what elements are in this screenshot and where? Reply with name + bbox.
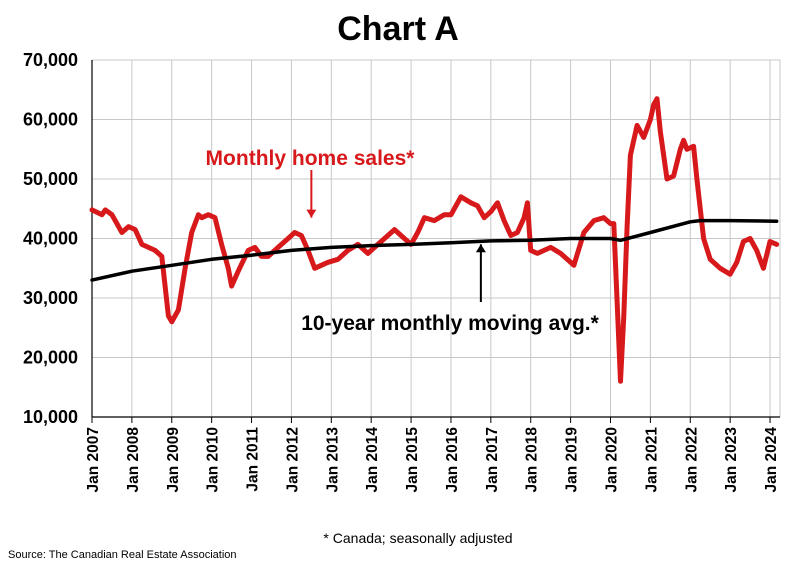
y-tick-label: 40,000 [23,229,78,249]
series-lines [89,96,780,384]
annotations: Monthly home sales* 10-year monthly movi… [206,147,600,335]
grid [91,59,781,418]
x-tick-label: Jan 2021 [643,427,660,493]
x-tick-label: Jan 2022 [683,427,700,493]
x-tick-label: Jan 2023 [723,427,740,493]
y-tick-label: 60,000 [23,110,78,130]
x-tick-label: Jan 2018 [524,427,541,493]
x-tick-label: Jan 2012 [284,427,301,493]
source-note: Source: The Canadian Real Estate Associa… [8,549,237,561]
footnote: * Canada; seasonally adjusted [323,530,512,546]
x-tick-label: Jan 2017 [484,427,501,493]
x-tick-label: Jan 2011 [245,427,262,492]
x-tick-label: Jan 2016 [444,427,461,493]
y-tick-label: 20,000 [23,348,78,368]
chart-title: Chart A [337,10,459,48]
annotation-home-sales: Monthly home sales* [206,147,416,170]
axes: 10,000 20,000 30,000 40,000 50,000 60,000 70,0… [23,50,780,493]
x-tick-label: Jan 2013 [324,427,341,493]
annotation-moving-avg: 10-year monthly moving avg.* [301,312,599,335]
arrow-moving-avg-head [475,244,486,253]
x-tick-label: Jan 2014 [364,427,381,493]
x-tick-label: Jan 2015 [404,427,421,493]
x-tick-label: Jan 2009 [165,427,182,493]
x-tick-label: Jan 2010 [205,427,222,493]
y-tick-label: 10,000 [23,407,78,427]
y-tick-label: 70,000 [23,50,78,70]
x-tick-label: Jan 2019 [564,427,581,493]
x-tick-label: Jan 2008 [125,427,142,493]
x-tick-label: Jan 2024 [763,427,780,493]
series-line-home-sales [89,96,780,384]
arrow-home-sales-head [306,209,317,218]
series-line-moving-avg [90,218,779,282]
y-tick-label: 30,000 [23,288,78,308]
x-tick-label: Jan 2020 [603,427,620,493]
x-tick-label: Jan 2007 [85,427,102,493]
y-tick-label: 50,000 [23,169,78,189]
